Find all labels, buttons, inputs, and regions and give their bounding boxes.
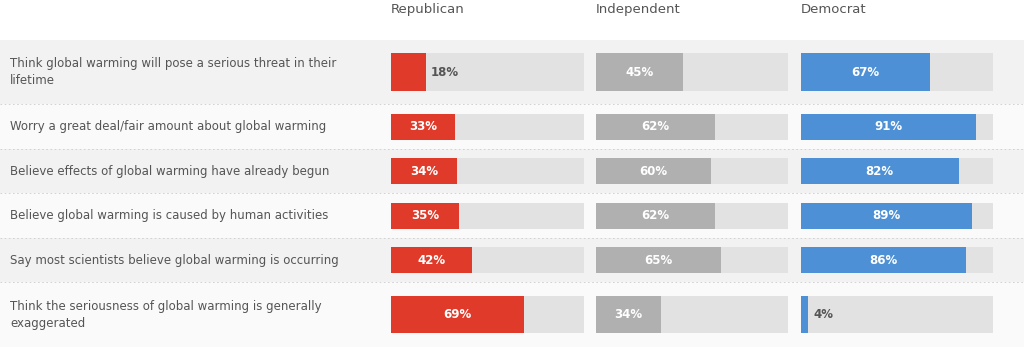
- FancyBboxPatch shape: [596, 247, 788, 273]
- Text: 82%: 82%: [865, 165, 894, 178]
- Text: 89%: 89%: [872, 209, 900, 222]
- Text: Republican: Republican: [391, 3, 465, 16]
- FancyBboxPatch shape: [391, 53, 584, 91]
- FancyBboxPatch shape: [801, 53, 930, 91]
- FancyBboxPatch shape: [596, 247, 721, 273]
- Text: 34%: 34%: [614, 308, 643, 321]
- FancyBboxPatch shape: [801, 296, 809, 333]
- FancyBboxPatch shape: [596, 114, 716, 139]
- FancyBboxPatch shape: [391, 158, 584, 184]
- Text: 69%: 69%: [443, 308, 472, 321]
- FancyBboxPatch shape: [391, 247, 472, 273]
- Text: 4%: 4%: [814, 308, 834, 321]
- FancyBboxPatch shape: [801, 296, 993, 333]
- FancyBboxPatch shape: [0, 149, 1024, 194]
- Text: 86%: 86%: [869, 254, 898, 267]
- Text: Believe global warming is caused by human activities: Believe global warming is caused by huma…: [10, 209, 329, 222]
- Text: 34%: 34%: [410, 165, 438, 178]
- FancyBboxPatch shape: [596, 158, 788, 184]
- Text: 91%: 91%: [874, 120, 902, 133]
- Text: Believe effects of global warming have already begun: Believe effects of global warming have a…: [10, 165, 330, 178]
- FancyBboxPatch shape: [391, 203, 584, 229]
- FancyBboxPatch shape: [391, 53, 426, 91]
- FancyBboxPatch shape: [596, 203, 788, 229]
- Text: Say most scientists believe global warming is occurring: Say most scientists believe global warmi…: [10, 254, 339, 267]
- Text: 33%: 33%: [409, 120, 437, 133]
- Text: 35%: 35%: [411, 209, 439, 222]
- FancyBboxPatch shape: [596, 203, 716, 229]
- Text: 62%: 62%: [642, 209, 670, 222]
- FancyBboxPatch shape: [0, 104, 1024, 149]
- FancyBboxPatch shape: [391, 114, 584, 139]
- FancyBboxPatch shape: [596, 296, 662, 333]
- FancyBboxPatch shape: [391, 296, 524, 333]
- FancyBboxPatch shape: [391, 114, 455, 139]
- Text: 18%: 18%: [431, 66, 459, 79]
- FancyBboxPatch shape: [596, 158, 712, 184]
- FancyBboxPatch shape: [801, 158, 993, 184]
- Text: Worry a great deal/fair amount about global warming: Worry a great deal/fair amount about glo…: [10, 120, 327, 133]
- FancyBboxPatch shape: [801, 114, 993, 139]
- FancyBboxPatch shape: [391, 296, 584, 333]
- Text: 60%: 60%: [640, 165, 668, 178]
- FancyBboxPatch shape: [391, 158, 457, 184]
- FancyBboxPatch shape: [596, 53, 788, 91]
- FancyBboxPatch shape: [801, 203, 993, 229]
- Text: Think global warming will pose a serious threat in their
lifetime: Think global warming will pose a serious…: [10, 57, 337, 87]
- Text: 62%: 62%: [642, 120, 670, 133]
- Text: 42%: 42%: [418, 254, 445, 267]
- FancyBboxPatch shape: [391, 203, 459, 229]
- FancyBboxPatch shape: [0, 40, 1024, 104]
- FancyBboxPatch shape: [596, 114, 788, 139]
- FancyBboxPatch shape: [0, 194, 1024, 238]
- FancyBboxPatch shape: [596, 53, 683, 91]
- FancyBboxPatch shape: [0, 0, 1024, 40]
- FancyBboxPatch shape: [801, 247, 993, 273]
- Text: 45%: 45%: [626, 66, 653, 79]
- FancyBboxPatch shape: [0, 282, 1024, 347]
- FancyBboxPatch shape: [0, 238, 1024, 282]
- FancyBboxPatch shape: [801, 114, 976, 139]
- FancyBboxPatch shape: [596, 296, 788, 333]
- Text: 65%: 65%: [644, 254, 673, 267]
- FancyBboxPatch shape: [801, 247, 967, 273]
- FancyBboxPatch shape: [801, 203, 972, 229]
- Text: Independent: Independent: [596, 3, 681, 16]
- Text: Think the seriousness of global warming is generally
exaggerated: Think the seriousness of global warming …: [10, 300, 322, 330]
- Text: Democrat: Democrat: [801, 3, 866, 16]
- FancyBboxPatch shape: [391, 247, 584, 273]
- FancyBboxPatch shape: [801, 158, 958, 184]
- FancyBboxPatch shape: [801, 53, 993, 91]
- Text: 67%: 67%: [851, 66, 880, 79]
